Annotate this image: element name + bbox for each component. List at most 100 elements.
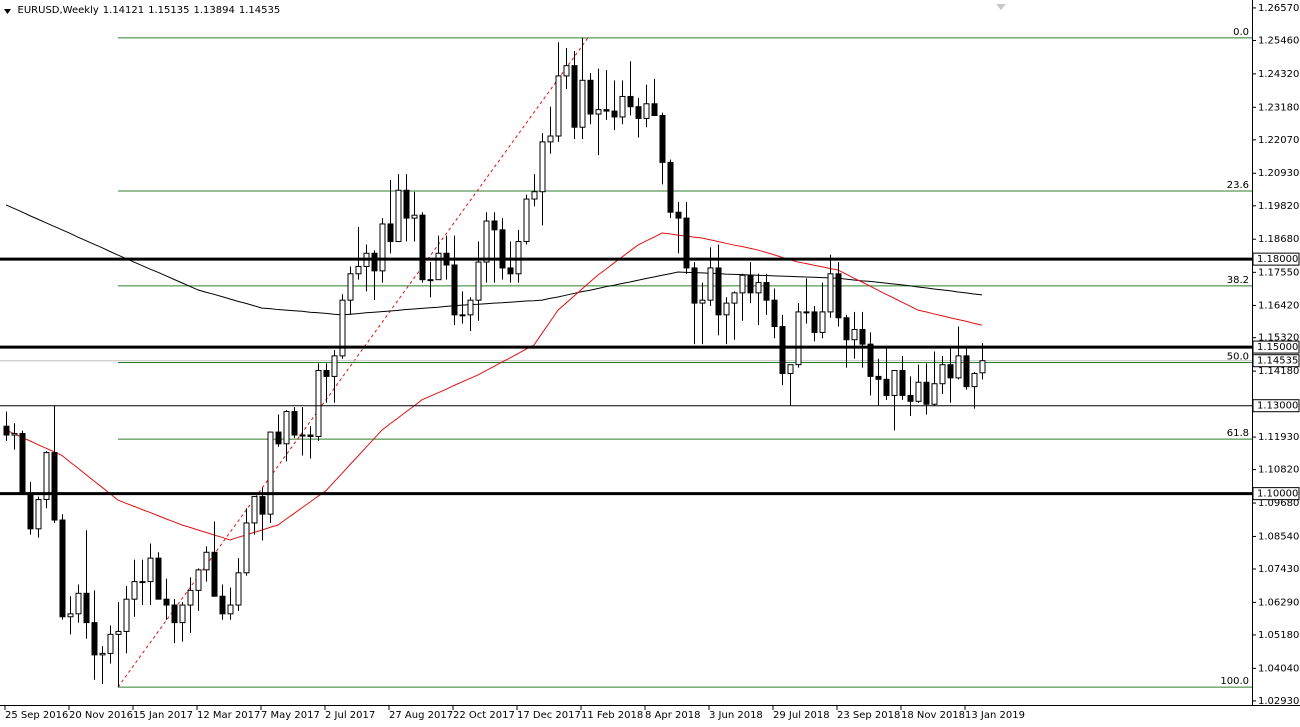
x-tick-label: 11 Feb 2018 — [581, 710, 643, 721]
candle-body — [555, 75, 562, 137]
candle-body — [411, 214, 418, 219]
x-tick-label: 27 Aug 2017 — [389, 710, 453, 721]
y-tick-label: 1.19820 — [1258, 201, 1299, 212]
candle-body — [675, 211, 682, 219]
candle-body — [779, 326, 786, 374]
candle-body — [851, 328, 858, 341]
candle-body — [755, 282, 762, 294]
y-tick-label: 1.09680 — [1258, 498, 1299, 509]
candle-body — [435, 252, 442, 281]
x-tick-label: 20 Nov 2016 — [69, 710, 133, 721]
x-tick-label: 13 Jan 2019 — [965, 710, 1025, 721]
y-tick-label: 1.04040 — [1258, 663, 1299, 674]
candle-body — [875, 375, 882, 380]
candle-body — [891, 370, 898, 396]
candle-body — [427, 279, 434, 282]
candle-body — [611, 110, 618, 118]
candle-body — [339, 299, 346, 357]
candle-body — [51, 452, 58, 521]
level-label-box — [1252, 399, 1300, 413]
candle-body — [403, 189, 410, 219]
candle-body — [883, 378, 890, 396]
candle-body — [379, 223, 386, 272]
chart-header: EURUSD,Weekly 1.14121 1.15135 1.13894 1.1453… — [8, 5, 284, 16]
x-tick-label: 2 Jul 2017 — [325, 710, 375, 721]
candle-body — [931, 383, 938, 405]
candle-body — [939, 364, 946, 385]
candle-body — [147, 557, 154, 583]
candle-body — [75, 592, 82, 615]
candle-body — [659, 114, 666, 163]
x-tick-label: 25 Sep 2016 — [5, 710, 68, 721]
candle-body — [163, 598, 170, 606]
candle-body — [747, 274, 754, 294]
y-tick-label: 1.11930 — [1258, 432, 1299, 443]
candle-body — [731, 292, 738, 304]
y-tick-label: 1.08540 — [1258, 531, 1299, 542]
candle-body — [35, 499, 42, 530]
candle-body — [419, 214, 426, 281]
y-tick-label: 1.16420 — [1258, 300, 1299, 311]
candle-body — [859, 328, 866, 345]
candle-body — [283, 411, 290, 445]
candle-body — [803, 311, 810, 314]
candle-body — [571, 65, 578, 128]
candle-body — [531, 191, 538, 200]
current-price-box — [1252, 354, 1300, 368]
candle-body — [595, 109, 602, 115]
candle-body — [139, 581, 146, 584]
candle-body — [915, 381, 922, 402]
candle-body — [547, 135, 554, 143]
fib-level-label: 0.0 — [1233, 27, 1249, 38]
candle-body — [195, 569, 202, 591]
candle-body — [59, 519, 66, 618]
x-tick-label: 18 Nov 2018 — [901, 710, 965, 721]
candle-body — [947, 364, 954, 379]
candle-body — [491, 220, 498, 231]
candle-body — [763, 282, 770, 301]
y-tick-label: 1.17550 — [1258, 267, 1299, 278]
candle-body — [19, 433, 26, 495]
candle-body — [483, 220, 490, 263]
current-price-label: 1.14535 — [1257, 356, 1298, 367]
candle-body — [635, 106, 642, 119]
candle-body — [243, 522, 250, 574]
level-label: 1.15000 — [1257, 342, 1298, 353]
candle-body — [835, 273, 842, 319]
candle-body — [11, 433, 18, 436]
candle-body — [739, 274, 746, 294]
candle-body — [331, 355, 338, 377]
candle-body — [251, 496, 258, 524]
x-tick-label: 22 Oct 2017 — [453, 710, 515, 721]
candle-body — [275, 431, 282, 445]
y-tick-label: 1.14180 — [1258, 366, 1299, 377]
candle-body — [723, 302, 730, 316]
candle-body — [259, 496, 266, 515]
candle-body — [619, 95, 626, 118]
candle-body — [395, 189, 402, 243]
candle-body — [979, 360, 986, 374]
level-label: 1.13000 — [1257, 401, 1298, 412]
close: 1.14535 — [238, 5, 281, 16]
candle-body — [699, 299, 706, 304]
fib-level-label: 100.0 — [1220, 676, 1249, 687]
candle-body — [203, 551, 210, 571]
level-label: 1.10000 — [1257, 489, 1298, 500]
x-tick-label: 15 Jan 2017 — [133, 710, 193, 721]
candle-body — [523, 198, 530, 243]
x-tick-label: 8 Apr 2018 — [645, 710, 700, 721]
moving-average — [5, 232, 983, 541]
symbol: EURUSD,Weekly — [17, 5, 99, 16]
level-label-box — [1252, 252, 1300, 266]
y-tick-label: 1.26570 — [1258, 3, 1299, 14]
candle-body — [27, 493, 34, 530]
candle-body — [579, 79, 586, 128]
menu-arrow[interactable] — [4, 9, 11, 14]
moving-average — [5, 204, 983, 316]
candle-body — [211, 551, 218, 597]
candle-body — [667, 161, 674, 213]
y-tick-label: 1.07430 — [1258, 564, 1299, 575]
